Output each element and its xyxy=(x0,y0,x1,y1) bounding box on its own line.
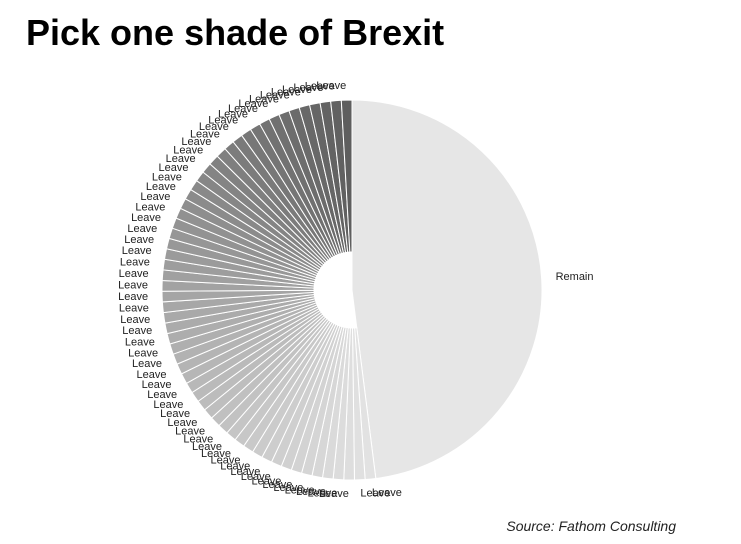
leave-label: Leave xyxy=(159,162,189,174)
leave-label: Leave xyxy=(146,181,176,193)
leave-label: Leave xyxy=(199,121,229,133)
leave-label: Leave xyxy=(260,90,290,102)
leave-label: Leave xyxy=(153,399,183,411)
leave-label: Leave xyxy=(218,108,248,120)
leave-label: Leave xyxy=(210,455,240,467)
leave-label: Leave xyxy=(119,302,149,314)
leave-label: Leave xyxy=(293,82,323,94)
leave-label: Leave xyxy=(181,136,211,148)
leave-label: Leave xyxy=(319,488,349,500)
leave-label: Leave xyxy=(372,487,402,499)
leave-label: Leave xyxy=(122,325,152,337)
leave-label: Leave xyxy=(167,417,197,429)
leave-label: Leave xyxy=(316,80,346,92)
leave-label: Leave xyxy=(125,336,155,348)
leave-label: Leave xyxy=(128,347,158,359)
leave-label: Leave xyxy=(305,81,335,93)
leave-label: Leave xyxy=(271,86,301,98)
leave-label: Leave xyxy=(118,291,148,303)
leave-label: Leave xyxy=(131,212,161,224)
leave-label: Leave xyxy=(183,434,213,446)
leave-label: Leave xyxy=(140,191,170,203)
leave-label: Leave xyxy=(208,115,238,127)
leave-label: Leave xyxy=(120,314,150,326)
remain-slice xyxy=(351,99,543,480)
leave-label: Leave xyxy=(137,369,167,381)
leave-label: Leave xyxy=(220,461,250,473)
leave-label: Leave xyxy=(262,479,292,491)
leave-label: Leave xyxy=(190,128,220,140)
leave-label: Leave xyxy=(152,171,182,183)
leave-label: Leave xyxy=(251,475,281,487)
leave-label: Leave xyxy=(173,144,203,156)
leave-label: Leave xyxy=(135,201,165,213)
leave-label: Leave xyxy=(122,245,152,257)
leave-label: Leave xyxy=(175,425,205,437)
leave-slice xyxy=(340,99,353,253)
source-note: Source: Fathom Consulting xyxy=(506,518,676,534)
leave-label: Leave xyxy=(192,441,222,453)
leave-label: Leave xyxy=(166,153,196,165)
leave-label: Leave xyxy=(249,93,279,105)
leave-label: Leave xyxy=(360,488,390,500)
leave-label: Leave xyxy=(296,486,326,498)
leave-label: Leave xyxy=(238,98,268,110)
leave-label: Leave xyxy=(120,257,150,269)
leave-label: Leave xyxy=(127,223,157,235)
remain-label: Remain xyxy=(556,271,594,283)
leave-label: Leave xyxy=(147,389,177,401)
leave-label: Leave xyxy=(273,482,303,494)
leave-label: Leave xyxy=(228,103,258,115)
leave-label: Leave xyxy=(241,471,271,483)
leave-label: Leave xyxy=(282,84,312,96)
pie-labels: RemainLeaveLeaveLeaveLeaveLeaveLeaveLeav… xyxy=(118,80,593,500)
leave-label: Leave xyxy=(124,234,154,246)
leave-label: Leave xyxy=(307,487,337,499)
leave-label: Leave xyxy=(142,379,172,391)
leave-label: Leave xyxy=(132,358,162,370)
leave-label: Leave xyxy=(201,448,231,460)
leave-label: Leave xyxy=(230,466,260,478)
leave-label: Leave xyxy=(118,279,148,291)
leave-label: Leave xyxy=(119,268,149,280)
chart-title: Pick one shade of Brexit xyxy=(26,12,445,53)
leave-label: Leave xyxy=(285,484,315,496)
pie-slices xyxy=(161,99,543,481)
leave-label: Leave xyxy=(160,408,190,420)
